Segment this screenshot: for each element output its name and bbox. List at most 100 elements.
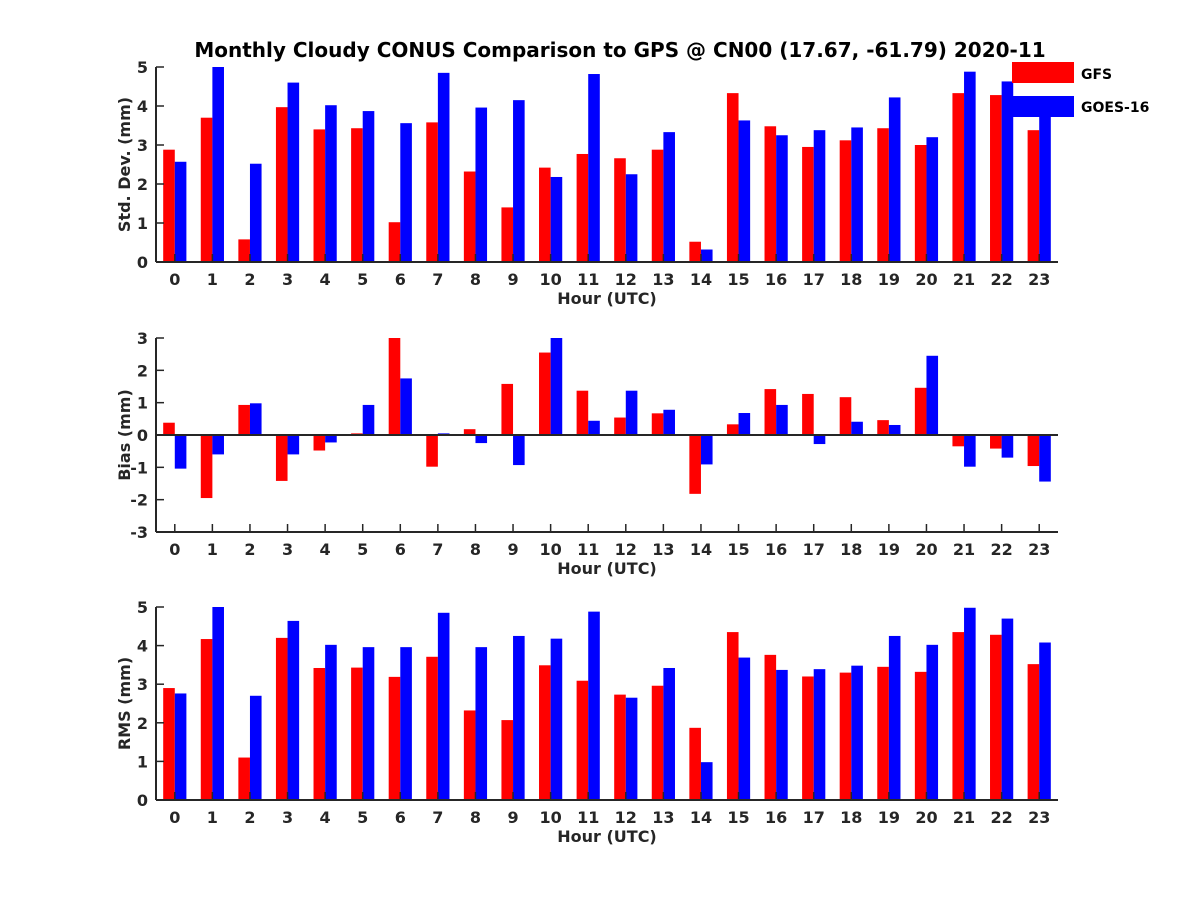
x-tick-label: 23 — [1028, 808, 1050, 827]
x-tick-label: 15 — [727, 540, 749, 559]
chart-title: Monthly Cloudy CONUS Comparison to GPS @… — [194, 38, 1045, 62]
bar-goes16-hour-14 — [700, 435, 713, 465]
bar-gfs-hour-16 — [764, 389, 777, 435]
x-tick-label: 9 — [507, 270, 518, 289]
x-tick-label: 0 — [169, 808, 180, 827]
bar-gfs-hour-20 — [914, 671, 927, 800]
y-tick-label: -1 — [130, 458, 148, 477]
bar-gfs-hour-12 — [614, 694, 626, 800]
y-tick-label: 3 — [137, 675, 148, 694]
x-tick-label: 4 — [320, 270, 331, 289]
bar-gfs-hour-23 — [1027, 664, 1040, 800]
x-tick-label: 7 — [432, 808, 443, 827]
y-tick-label: 2 — [137, 361, 148, 380]
x-tick-label: 19 — [878, 270, 900, 289]
bar-gfs-hour-3 — [275, 107, 288, 262]
bar-gfs-hour-18 — [839, 672, 852, 800]
bar-gfs-hour-4 — [313, 129, 326, 262]
x-tick-label: 15 — [727, 808, 749, 827]
x-tick-label: 17 — [803, 270, 825, 289]
bar-gfs-hour-12 — [614, 158, 626, 262]
bar-gfs-hour-9 — [501, 383, 514, 435]
bar-goes16-hour-8 — [475, 107, 488, 262]
x-tick-label: 0 — [169, 540, 180, 559]
x-tick-label: 10 — [539, 540, 561, 559]
bar-gfs-hour-15 — [726, 632, 739, 800]
bar-goes16-hour-17 — [813, 435, 826, 445]
x-tick-label: 11 — [577, 270, 599, 289]
bar-gfs-hour-17 — [802, 146, 814, 262]
bar-goes16-hour-21 — [964, 435, 976, 467]
bar-goes16-hour-17 — [813, 130, 826, 262]
bar-goes16-hour-20 — [926, 355, 939, 435]
bar-gfs-hour-18 — [839, 140, 852, 262]
x-tick-label: 14 — [690, 808, 712, 827]
bar-goes16-hour-14 — [700, 762, 713, 800]
bar-gfs-hour-5 — [351, 667, 363, 800]
bar-gfs-hour-15 — [726, 424, 739, 435]
bar-goes16-hour-9 — [513, 100, 525, 263]
bar-goes16-hour-13 — [663, 132, 675, 262]
x-tick-label: 23 — [1028, 540, 1050, 559]
bar-goes16-hour-6 — [400, 647, 412, 800]
x-tick-label: 6 — [395, 540, 406, 559]
x-tick-label: 10 — [539, 808, 561, 827]
x-tick-label: 2 — [244, 808, 255, 827]
bar-gfs-hour-19 — [877, 420, 889, 435]
x-tick-label: 6 — [395, 270, 406, 289]
x-tick-label: 3 — [282, 270, 293, 289]
y-tick-label: 0 — [137, 253, 148, 272]
bar-gfs-hour-21 — [952, 93, 965, 262]
x-tick-label: 22 — [990, 540, 1012, 559]
x-tick-label: 12 — [615, 270, 637, 289]
bar-goes16-hour-12 — [625, 390, 638, 435]
x-axis-label: Hour (UTC) — [557, 559, 657, 578]
x-tick-label: 21 — [953, 270, 975, 289]
bar-goes16-hour-20 — [926, 644, 939, 800]
bar-gfs-hour-10 — [539, 167, 551, 262]
x-tick-label: 20 — [915, 540, 937, 559]
bar-goes16-hour-3 — [287, 435, 300, 455]
bar-goes16-hour-5 — [362, 111, 375, 262]
y-tick-label: 4 — [137, 97, 148, 116]
bar-gfs-hour-1 — [200, 117, 213, 262]
bar-goes16-hour-12 — [625, 174, 638, 262]
x-tick-label: 8 — [470, 808, 481, 827]
x-tick-label: 1 — [207, 808, 218, 827]
bar-gfs-hour-7 — [426, 656, 438, 800]
y-tick-label: 5 — [137, 598, 148, 617]
bar-goes16-hour-2 — [249, 403, 262, 435]
bar-gfs-hour-0 — [163, 688, 175, 800]
bar-gfs-hour-21 — [952, 435, 965, 447]
bar-goes16-hour-16 — [776, 135, 788, 262]
bar-gfs-hour-6 — [388, 222, 401, 262]
x-tick-label: 4 — [320, 540, 331, 559]
bar-gfs-hour-22 — [990, 634, 1002, 800]
y-tick-label: 3 — [137, 136, 148, 155]
x-tick-label: 5 — [357, 540, 368, 559]
bar-gfs-hour-17 — [802, 393, 814, 435]
bar-gfs-hour-5 — [351, 128, 363, 262]
bar-goes16-hour-9 — [513, 635, 525, 800]
legend-swatch-gfs — [1012, 62, 1074, 83]
bar-goes16-hour-0 — [174, 435, 187, 469]
bar-gfs-hour-8 — [463, 710, 476, 800]
bar-goes16-hour-12 — [625, 697, 638, 800]
bar-gfs-hour-2 — [238, 239, 250, 262]
bar-goes16-hour-14 — [700, 249, 713, 262]
bar-gfs-hour-14 — [689, 241, 701, 262]
y-tick-label: 0 — [137, 426, 148, 445]
y-tick-label: 1 — [137, 752, 148, 771]
x-tick-label: 16 — [765, 540, 787, 559]
y-tick-label: 3 — [137, 329, 148, 348]
bar-gfs-hour-9 — [501, 207, 514, 262]
bar-gfs-hour-14 — [689, 435, 701, 494]
y-tick-label: -2 — [130, 491, 148, 510]
x-tick-label: 3 — [282, 540, 293, 559]
x-tick-label: 16 — [765, 270, 787, 289]
bar-goes16-hour-10 — [550, 638, 563, 800]
x-tick-label: 13 — [652, 540, 674, 559]
bar-gfs-hour-0 — [163, 422, 175, 435]
bar-goes16-hour-13 — [663, 667, 675, 800]
y-tick-label: 0 — [137, 791, 148, 810]
